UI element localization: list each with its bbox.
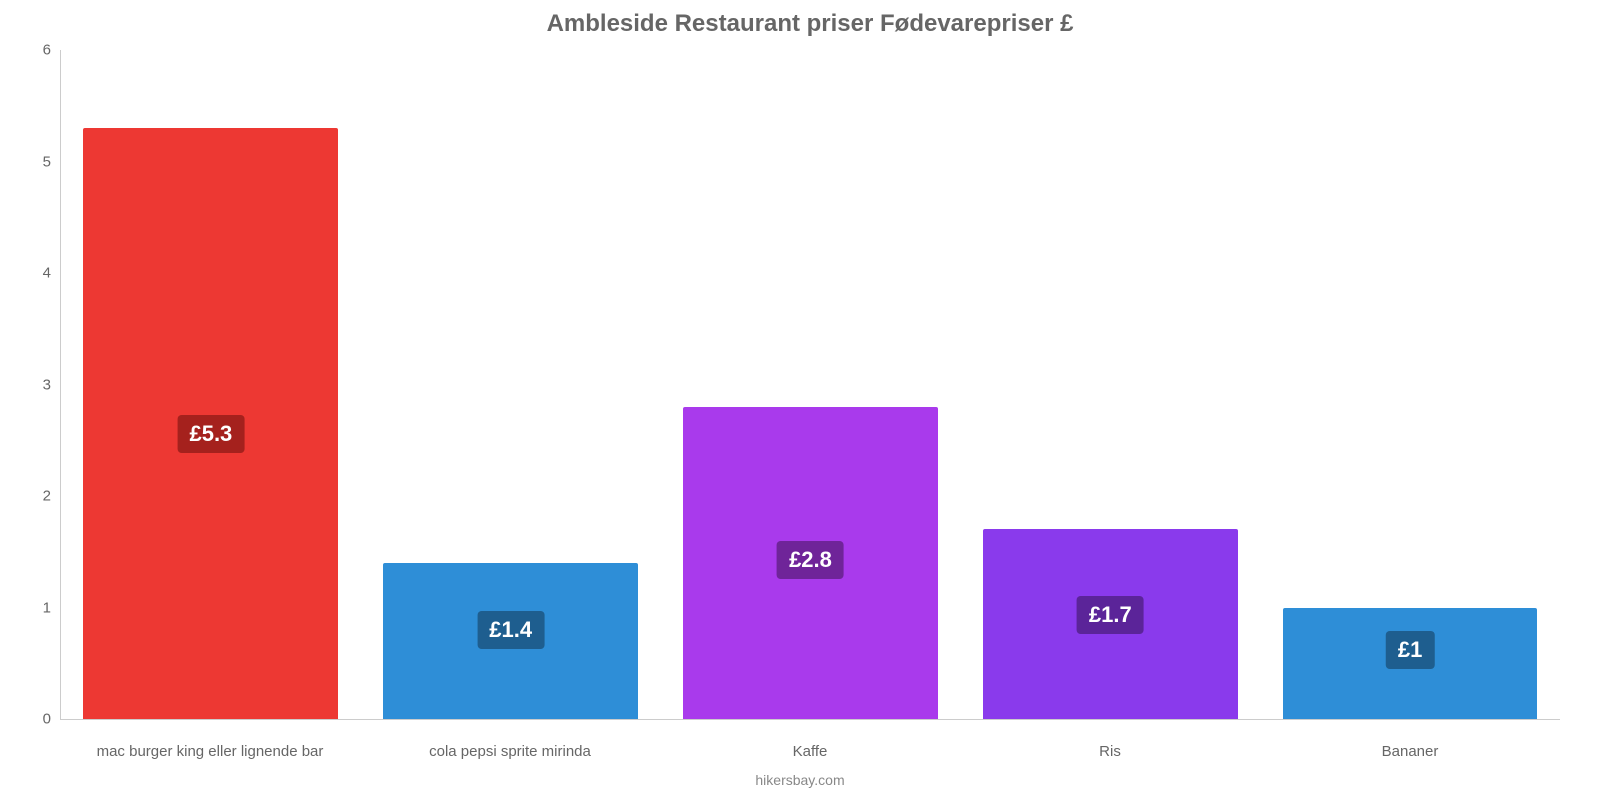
- bar-value-label: £5.3: [177, 415, 244, 453]
- x-axis-label: Kaffe: [660, 743, 960, 760]
- bar-slot: £5.3: [61, 50, 361, 719]
- y-tick-label: 0: [21, 711, 51, 728]
- y-tick-label: 5: [21, 153, 51, 170]
- bar-value-label: £2.8: [777, 541, 844, 579]
- bar-slot: £1.4: [361, 50, 661, 719]
- chart-title: Ambleside Restaurant priser Fødevarepris…: [60, 10, 1560, 38]
- bar-slot: £2.8: [661, 50, 961, 719]
- x-axis-label: mac burger king eller lignende bar: [60, 743, 360, 760]
- bars-row: £5.3 £1.4 £2.8 £1.7 £1: [61, 50, 1560, 719]
- x-axis-labels: mac burger king eller lignende barcola p…: [60, 743, 1560, 760]
- chart-footer: hikersbay.com: [0, 772, 1600, 788]
- x-axis-label: cola pepsi sprite mirinda: [360, 743, 660, 760]
- y-tick-label: 6: [21, 42, 51, 59]
- x-axis-label: Ris: [960, 743, 1260, 760]
- bar-value-label: £1: [1386, 631, 1434, 669]
- x-axis-label: Bananer: [1260, 743, 1560, 760]
- y-tick-label: 3: [21, 376, 51, 393]
- y-tick-label: 1: [21, 599, 51, 616]
- bar-slot: £1: [1260, 50, 1560, 719]
- bar-value-label: £1.4: [477, 611, 544, 649]
- y-tick-label: 4: [21, 265, 51, 282]
- bar-slot: £1.7: [960, 50, 1260, 719]
- bar-value-label: £1.7: [1077, 596, 1144, 634]
- y-tick-label: 2: [21, 488, 51, 505]
- plot-area: £5.3£1.4£2.8£1.7£1 0123456: [60, 50, 1560, 720]
- chart-container: Ambleside Restaurant priser Fødevarepris…: [0, 0, 1600, 800]
